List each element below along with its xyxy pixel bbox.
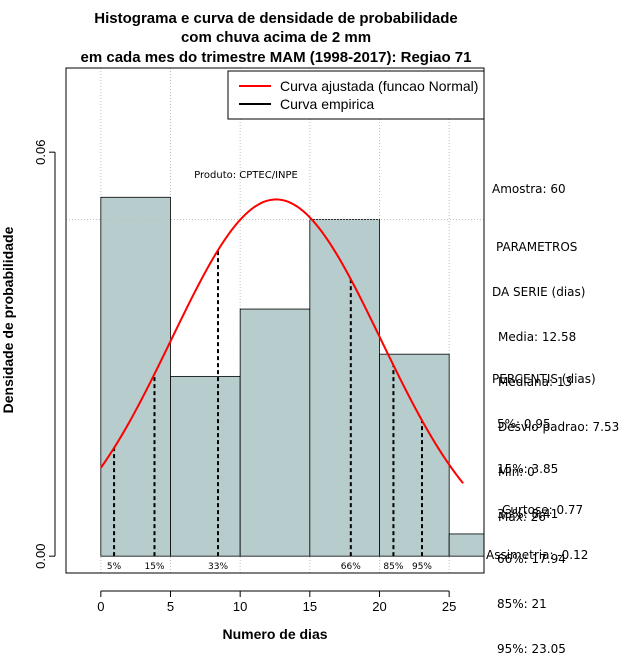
param-sd: Desvio padrao: 7.53 [498, 420, 620, 434]
percentile-label-66: 66% [341, 562, 361, 572]
legend-box [227, 70, 485, 120]
chart-title-line-3: em cada mes do trimestre MAM (1998-2017)… [81, 49, 472, 66]
legend-normal-label: Curva ajustada (funcao Normal) [280, 78, 478, 94]
x-tick-label-15: 15 [303, 599, 317, 614]
plot-frame [65, 67, 485, 574]
histogram-bar-4 [309, 219, 380, 557]
series-parameters: PARAMETROS DA SERIE (dias) Media: 12.58 … [492, 210, 620, 540]
percentile-label-95: 95% [412, 562, 432, 572]
percentile-85: 85%: 21 [497, 597, 547, 611]
percentile-33: 33%: 8.41 [497, 507, 559, 521]
percentile-label-33: 33% [208, 562, 228, 572]
percentile-66: 66%: 17.94 [497, 552, 566, 566]
legend: Curva ajustada (funcao Normal) Curva emp… [227, 70, 485, 120]
skewness: Assimetria: -0.12 [486, 548, 589, 562]
histogram-bar-3 [239, 308, 311, 557]
params-title-2: DA SERIE (dias) [492, 285, 586, 299]
param-mean: Media: 12.58 [498, 330, 577, 344]
x-axis-label: Numero de dias [222, 626, 327, 642]
histogram-bar-6 [448, 533, 485, 557]
histogram-bar-2 [170, 375, 241, 557]
percentile-5: 5%: 0.95 [497, 417, 551, 431]
x-tick-label-10: 10 [233, 599, 247, 614]
percentiles-block: PERCENTIS (dias) 5%: 0.95 15%: 3.85 33%:… [492, 342, 596, 672]
params-title-1: PARAMETROS [496, 240, 578, 254]
shape-stats: Curtose: 0.77 Assimetria: -0.12 [486, 473, 588, 578]
y-tick-label-0: 0.00 [33, 544, 48, 569]
axes: 0 5 10 15 20 25 0.00 0.06 [33, 140, 456, 614]
chart-title-line-2: com chuva acima de 2 mm [181, 29, 371, 46]
y-tick-label-1: 0.06 [33, 140, 48, 165]
histogram-bar-1 [100, 196, 171, 557]
x-tick-label-5: 5 [167, 599, 174, 614]
param-max: Max: 26 [498, 510, 546, 524]
percentile-label-5: 5% [107, 562, 122, 572]
normal-curve-line [100, 198, 464, 484]
histogram-bar-5 [379, 353, 450, 557]
percentile-15: 15%: 3.85 [497, 462, 559, 476]
x-tick-label-0: 0 [97, 599, 104, 614]
percentile-label-85: 85% [383, 562, 403, 572]
histogram-bars [100, 196, 485, 557]
normal-curve [100, 198, 464, 484]
param-median: Mediana: 13 [498, 375, 573, 389]
param-min: Min: 0 [498, 465, 535, 479]
percentiles-title: PERCENTIS (dias) [492, 372, 596, 386]
product-annotation: Produto: CPTEC/INPE [194, 170, 298, 181]
x-tick-label-25: 25 [442, 599, 456, 614]
percentile-95: 95%: 23.05 [497, 642, 566, 656]
x-tick-label-20: 20 [372, 599, 386, 614]
legend-empirical-label: Curva empirica [280, 96, 374, 112]
chart-title: Histograma e curva de densidade de proba… [81, 10, 472, 66]
chart-title-line-1: Histograma e curva de densidade de proba… [94, 10, 457, 27]
percentile-markers: 5% 15% 33% 66% 85% 95% [107, 250, 432, 572]
y-axis-label: Densidade de probabilidade [0, 226, 16, 413]
kurtosis: Curtose: 0.77 [502, 503, 584, 517]
percentile-label-15: 15% [144, 562, 164, 572]
sample-size: Amostra: 60 [492, 182, 566, 196]
